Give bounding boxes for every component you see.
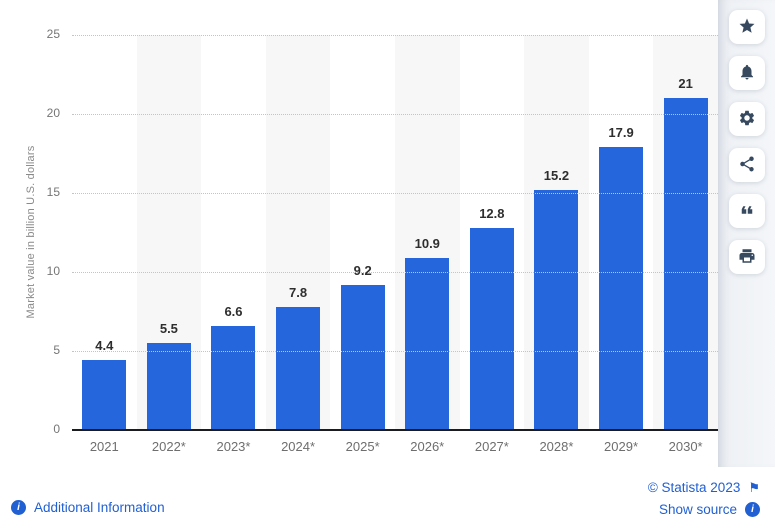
bar-value-label: 21 (678, 76, 693, 92)
additional-information-label: Additional Information (34, 500, 165, 515)
bar-value-label: 7.8 (289, 284, 308, 300)
bar[interactable] (599, 147, 644, 430)
bar-value-label: 9.2 (353, 262, 372, 278)
share-button[interactable] (728, 148, 765, 182)
x-axis-tick-label: 2022* (151, 439, 186, 454)
y-axis-tick-label: 5 (53, 343, 60, 357)
flag-icon: ⚑ (748, 480, 760, 495)
chart-column: 6.6 2023* (201, 35, 266, 454)
chart-column: 7.8 2024* (265, 35, 331, 454)
bar-value-label: 15.2 (543, 167, 570, 183)
chart-column: 9.2 2025* (330, 35, 395, 454)
copyright-label: © Statista 2023 (647, 480, 741, 495)
bar[interactable] (340, 284, 385, 430)
x-axis-tick-label: 2023* (216, 439, 251, 454)
y-axis-tick-label: 0 (53, 422, 60, 436)
additional-information-link[interactable]: i Additional Information (11, 500, 165, 515)
y-axis-tick-label: 20 (46, 106, 60, 120)
notifications-button[interactable] (728, 56, 765, 90)
chart-column: 10.9 2026* (394, 35, 460, 454)
bar[interactable] (276, 306, 321, 430)
y-axis-ticks: 0 5 10 15 20 25 (0, 0, 60, 467)
footer-right: © Statista 2023 ⚑ Show source i (648, 480, 760, 517)
x-axis-tick-label: 2030* (668, 439, 703, 454)
bar[interactable] (82, 360, 127, 430)
chart-column: 12.8 2027* (460, 35, 525, 454)
chart-column: 17.9 2029* (589, 35, 654, 454)
chart-column: 21 2030* (653, 35, 718, 454)
x-axis-tick-label: 2027* (474, 439, 509, 454)
quote-icon (738, 201, 756, 222)
x-axis-tick-label: 2025* (345, 439, 380, 454)
show-source-label: Show source (658, 502, 737, 517)
info-icon: i (745, 502, 760, 517)
plot-columns: 4.4 2021 5.5 2022* 6.6 2023* 7.8 2024* 9.2 2025* 1… (72, 35, 718, 454)
cite-button[interactable] (728, 194, 765, 228)
plot-area: 4.4 2021 5.5 2022* 6.6 2023* 7.8 2024* 9.2 2025* 1… (72, 35, 718, 454)
bar-value-label: 10.9 (414, 235, 440, 251)
x-axis-line (72, 429, 718, 431)
gridline (72, 193, 718, 194)
info-icon: i (11, 500, 26, 515)
bar[interactable] (534, 189, 579, 430)
printer-icon (738, 247, 756, 268)
y-axis-tick-label: 25 (46, 27, 60, 41)
statista-copyright-link[interactable]: © Statista 2023 ⚑ (648, 480, 760, 495)
gridline (72, 272, 718, 273)
show-source-link[interactable]: Show source i (659, 502, 760, 517)
x-axis-tick-label: 2028* (539, 439, 574, 454)
bar-value-label: 4.4 (95, 338, 114, 354)
bar[interactable] (211, 325, 256, 430)
y-axis-tick-label: 10 (46, 264, 60, 278)
chart-column: 5.5 2022* (136, 35, 202, 454)
bar[interactable] (663, 98, 708, 430)
x-axis-tick-label: 2026* (410, 439, 445, 454)
gridline (72, 351, 718, 352)
gear-icon (738, 109, 756, 130)
chart-column: 4.4 2021 (72, 35, 137, 454)
bell-icon (738, 63, 756, 84)
y-axis-tick-label: 15 (46, 185, 60, 199)
bar-value-label: 12.8 (479, 205, 505, 221)
share-icon (738, 155, 756, 176)
gridline (72, 35, 718, 36)
favorite-button[interactable] (728, 10, 765, 44)
bar-value-label: 5.5 (159, 321, 178, 337)
star-icon (738, 17, 756, 38)
bar[interactable] (146, 343, 191, 430)
x-axis-tick-label: 2029* (604, 439, 639, 454)
bar-value-label: 17.9 (608, 125, 634, 141)
print-button[interactable] (728, 240, 765, 274)
chart-column: 15.2 2028* (524, 35, 589, 454)
bar[interactable] (469, 227, 514, 430)
gridline (72, 114, 718, 115)
x-axis-tick-label: 2021 (89, 439, 119, 454)
settings-button[interactable] (728, 102, 765, 136)
bar[interactable] (405, 257, 450, 430)
x-axis-tick-label: 2024* (281, 439, 316, 454)
bar-value-label: 6.6 (224, 303, 243, 319)
toolbar-side-panel (718, 0, 775, 467)
